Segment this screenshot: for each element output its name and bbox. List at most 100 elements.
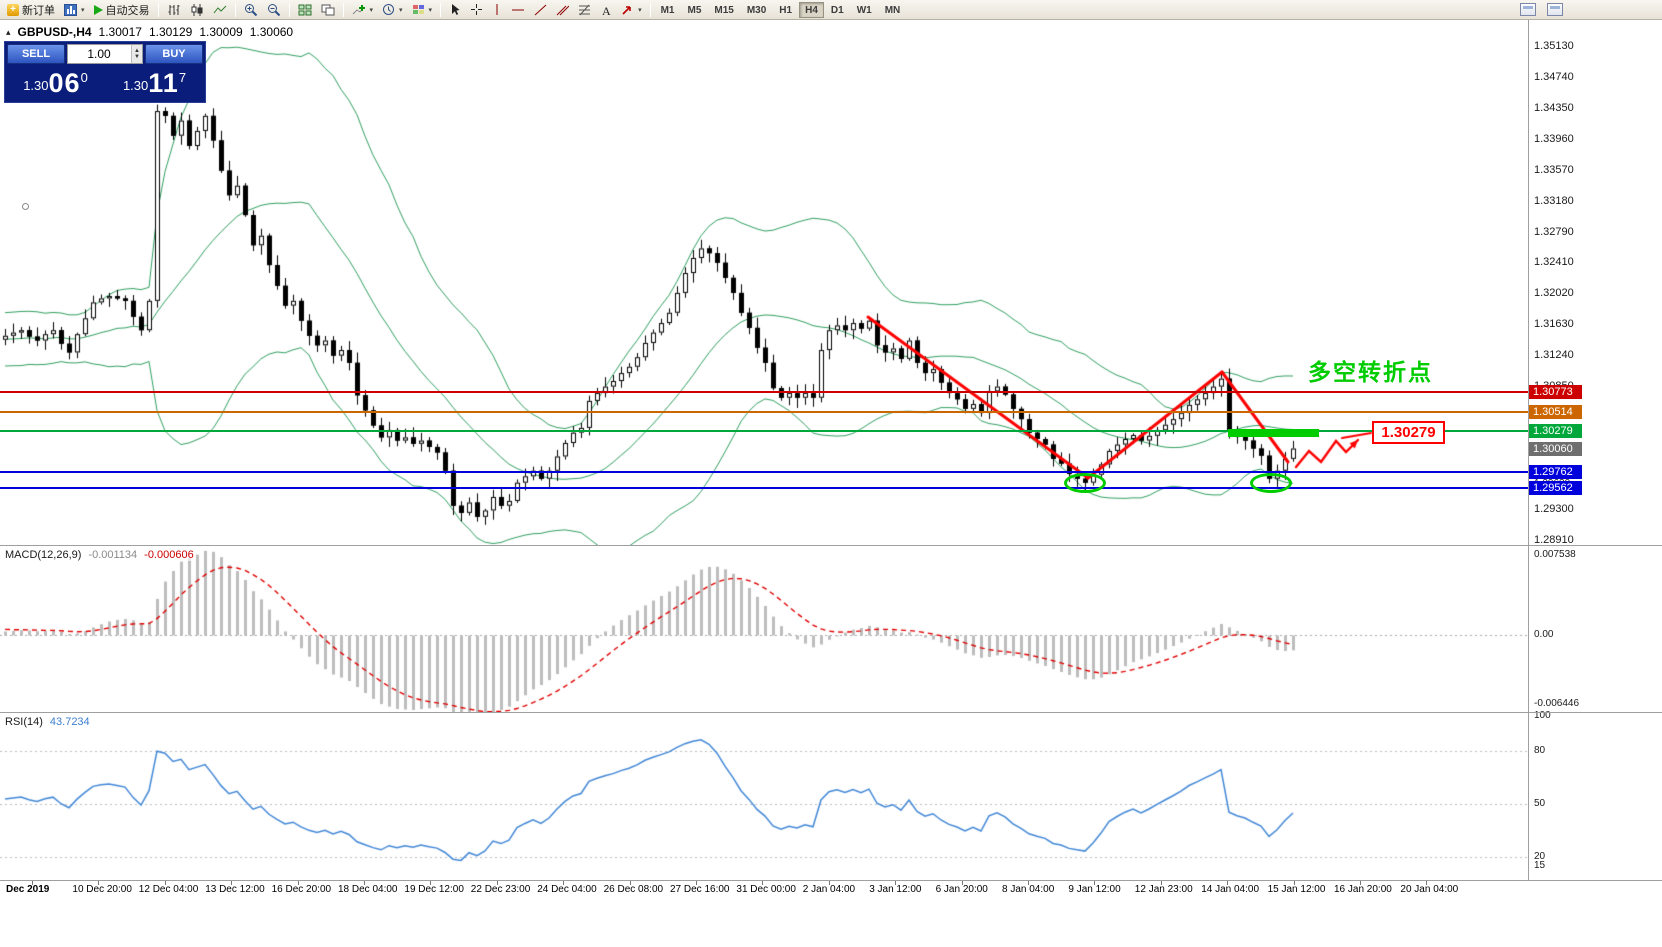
chart-layout-button[interactable] bbox=[1543, 1, 1567, 19]
panel-separator[interactable] bbox=[0, 545, 1662, 546]
toolbar-separator bbox=[157, 2, 159, 17]
chevron-down-icon: ▾ bbox=[369, 6, 374, 14]
time-label: 13 Dec 12:00 bbox=[205, 884, 265, 895]
timeframe-group: M1 M5 M15 M30 H1 H4 D1 W1 MN bbox=[655, 1, 907, 18]
rsi-canvas[interactable] bbox=[0, 713, 1528, 880]
text-tool-button[interactable]: A bbox=[596, 1, 616, 19]
price-axis-label: 1.34350 bbox=[1534, 101, 1574, 114]
timeframe-button-m5[interactable]: M5 bbox=[681, 2, 707, 18]
text-icon: A bbox=[602, 4, 611, 16]
arrows-tool-button[interactable]: ▾ bbox=[617, 1, 646, 19]
chevron-down-icon: ▾ bbox=[638, 6, 642, 14]
macd-signal-value: -0.000606 bbox=[144, 549, 194, 561]
cascade-windows-button[interactable] bbox=[317, 1, 339, 19]
timeframe-button-m15[interactable]: M15 bbox=[708, 2, 739, 18]
time-axis-tick bbox=[629, 881, 631, 885]
templates-icon bbox=[412, 4, 424, 14]
macd-canvas[interactable] bbox=[0, 546, 1528, 712]
timeframe-button-m1[interactable]: M1 bbox=[655, 2, 681, 18]
timeframe-button-w1[interactable]: W1 bbox=[851, 2, 878, 18]
volume-decrease-button[interactable]: ▼ bbox=[134, 54, 140, 60]
autotrading-label: 自动交易 bbox=[105, 4, 150, 17]
chart-object-dot[interactable] bbox=[22, 203, 29, 210]
sell-button[interactable]: SELL bbox=[7, 44, 65, 64]
highlight-rectangle[interactable] bbox=[1228, 429, 1319, 437]
price-axis-label: 1.33180 bbox=[1534, 194, 1574, 207]
indicators-button[interactable]: ▾ bbox=[348, 1, 378, 19]
rsi-scale-label: 50 bbox=[1534, 798, 1546, 809]
rsi-label: RSI(14) bbox=[5, 716, 43, 728]
zoom-out-button[interactable] bbox=[263, 1, 285, 19]
candlestick-chart-button[interactable] bbox=[186, 1, 208, 19]
ellipse-marker-2[interactable] bbox=[1250, 473, 1292, 493]
main-chart-canvas[interactable] bbox=[0, 20, 1528, 545]
clock-icon bbox=[383, 4, 395, 15]
autotrading-play-icon bbox=[93, 4, 103, 15]
horizontal-line-tool-button[interactable] bbox=[507, 1, 529, 19]
buy-price-display[interactable]: 1.30 11 7 bbox=[106, 66, 203, 100]
time-axis-tick bbox=[164, 881, 166, 885]
tile-windows-button[interactable] bbox=[294, 1, 316, 19]
time-axis-tick bbox=[1028, 881, 1029, 885]
price-line-1.29562[interactable] bbox=[0, 487, 1528, 490]
macd-scale-min: -0.006446 bbox=[1534, 698, 1580, 709]
timeframe-button-h1[interactable]: H1 bbox=[773, 2, 798, 18]
bar-chart-button[interactable] bbox=[163, 1, 185, 19]
channel-tool-button[interactable] bbox=[552, 1, 573, 19]
price-line-1.30773[interactable] bbox=[0, 390, 1528, 393]
new-order-button[interactable]: + 新订单 bbox=[3, 1, 59, 19]
sell-price-display[interactable]: 1.30 06 0 bbox=[7, 66, 104, 100]
price-axis-label: 1.33570 bbox=[1534, 163, 1574, 176]
new-order-label: 新订单 bbox=[22, 4, 55, 17]
time-label: 16 Jan 20:00 bbox=[1334, 884, 1392, 895]
price-line-1.30514[interactable] bbox=[0, 411, 1528, 414]
price-line-1.30279[interactable] bbox=[0, 430, 1528, 433]
panel-separator[interactable] bbox=[0, 712, 1662, 713]
buy-button[interactable]: BUY bbox=[145, 44, 203, 64]
zoom-in-button[interactable] bbox=[240, 1, 262, 19]
trendline-tool-button[interactable] bbox=[530, 1, 551, 19]
vertical-line-tool-button[interactable] bbox=[488, 1, 506, 19]
timeframe-button-h4[interactable]: H4 bbox=[799, 1, 824, 18]
time-label: 6 Jan 20:00 bbox=[935, 884, 988, 895]
volume-input[interactable] bbox=[68, 45, 130, 63]
chart-search-button[interactable] bbox=[1516, 1, 1540, 19]
toolbar-separator bbox=[440, 2, 442, 17]
panel-separator bbox=[0, 880, 1662, 881]
price-axis-label: 1.28910 bbox=[1534, 533, 1574, 546]
cursor-tool-button[interactable] bbox=[445, 1, 465, 19]
timeframe-button-d1[interactable]: D1 bbox=[825, 2, 850, 18]
price-line-1.29762[interactable] bbox=[0, 471, 1528, 474]
volume-increase-button[interactable]: ▲ bbox=[134, 48, 140, 54]
chevron-down-icon: ▾ bbox=[81, 6, 85, 14]
time-label: 8 Jan 04:00 bbox=[1002, 884, 1055, 895]
line-chart-button[interactable] bbox=[209, 1, 231, 19]
crosshair-tool-button[interactable] bbox=[466, 1, 487, 19]
crosshair-icon bbox=[471, 4, 483, 15]
timeframe-button-m30[interactable]: M30 bbox=[741, 2, 772, 18]
templates-button[interactable]: ▾ bbox=[408, 1, 437, 19]
time-axis-tick bbox=[32, 881, 33, 885]
symbol-period-label: GBPUSD-,H4 bbox=[17, 25, 92, 39]
price-axis-label: 1.31630 bbox=[1534, 317, 1574, 330]
chart-layout-icon bbox=[1547, 3, 1563, 16]
time-label: 18 Dec 04:00 bbox=[338, 884, 398, 895]
rsi-scale-label: 80 bbox=[1534, 745, 1546, 757]
price-tag-1.30773: 1.30773 bbox=[1529, 384, 1582, 399]
periods-button[interactable]: ▾ bbox=[378, 1, 407, 19]
sell-price-big: 06 bbox=[48, 68, 81, 98]
ellipse-marker-1[interactable] bbox=[1064, 473, 1106, 493]
indicators-icon bbox=[352, 4, 365, 14]
timeframe-button-mn[interactable]: MN bbox=[879, 2, 907, 18]
charts-menu-button[interactable]: ▾ bbox=[60, 1, 89, 19]
one-click-toggle[interactable]: ▴ bbox=[6, 26, 11, 37]
rsi-header: RSI(14) 43.7234 bbox=[5, 716, 90, 728]
trendline-icon bbox=[534, 4, 547, 15]
price-tag-1.29562: 1.29562 bbox=[1529, 481, 1582, 496]
price-callout-label[interactable]: 1.30279 bbox=[1372, 421, 1445, 444]
rsi-scale-label: 15 bbox=[1534, 859, 1546, 871]
autotrading-button[interactable]: 自动交易 bbox=[90, 1, 154, 19]
volume-field[interactable]: ▲ ▼ bbox=[67, 44, 143, 64]
fibonacci-tool-button[interactable] bbox=[574, 1, 595, 19]
turning-point-annotation[interactable]: 多空转折点 bbox=[1308, 359, 1433, 385]
